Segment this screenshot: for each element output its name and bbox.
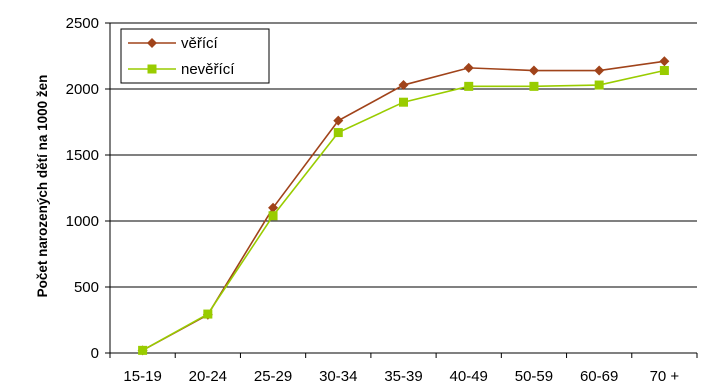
- data-point: [594, 65, 605, 76]
- y-tick-label: 1500: [66, 147, 99, 164]
- data-point: [203, 309, 213, 319]
- legend-item: věřící: [128, 35, 219, 52]
- x-tick-label: 60-69: [580, 368, 618, 385]
- series-2: [138, 66, 669, 355]
- axes: [105, 22, 698, 358]
- x-tick-label: 35-39: [384, 368, 422, 385]
- data-point: [138, 345, 148, 355]
- y-tick-label: 2000: [66, 81, 99, 98]
- data-point: [268, 202, 279, 213]
- legend-marker: [147, 38, 157, 48]
- x-tick-label: 15-19: [123, 368, 161, 385]
- y-tick-label: 1000: [66, 213, 99, 230]
- data-point: [333, 128, 343, 138]
- data-point: [398, 80, 409, 91]
- series: [137, 56, 670, 356]
- x-tick-label: 20-24: [189, 368, 227, 385]
- legend-box: [120, 28, 270, 84]
- x-tick-label: 40-49: [450, 368, 488, 385]
- data-point: [463, 62, 474, 73]
- data-point: [529, 81, 539, 91]
- data-point: [659, 66, 669, 76]
- y-tick-label: 2500: [66, 15, 99, 32]
- legend-label: nevěřící: [181, 61, 235, 78]
- data-point: [399, 97, 408, 107]
- x-tick-label: 70 +: [650, 368, 680, 385]
- data-point: [594, 80, 604, 90]
- y-axis-title: Počet narozených dětí na 1000 žen: [35, 75, 50, 298]
- data-point: [333, 115, 344, 126]
- data-point: [528, 65, 539, 76]
- y-tick-label: 0: [91, 345, 99, 362]
- x-tick-label: 50-59: [515, 368, 553, 385]
- legend-label: věřící: [181, 35, 219, 52]
- legend-marker: [147, 64, 157, 74]
- x-tick-label: 30-34: [319, 368, 357, 385]
- x-tick-label: 25-29: [254, 368, 292, 385]
- legend: věřící nevěřící: [120, 28, 270, 84]
- series-line: [142, 69, 665, 352]
- data-point: [464, 81, 474, 91]
- legend-item: nevěřící: [128, 61, 235, 78]
- data-point: [268, 211, 278, 221]
- data-point: [659, 56, 670, 67]
- y-tick-labels: 0 500 1000 1500 2000 2500: [66, 15, 99, 362]
- x-tick-labels: 15-19 20-24 25-29 30-34 35-39 40-49 50-59 60-69…: [123, 368, 679, 385]
- y-tick-label: 500: [74, 279, 99, 296]
